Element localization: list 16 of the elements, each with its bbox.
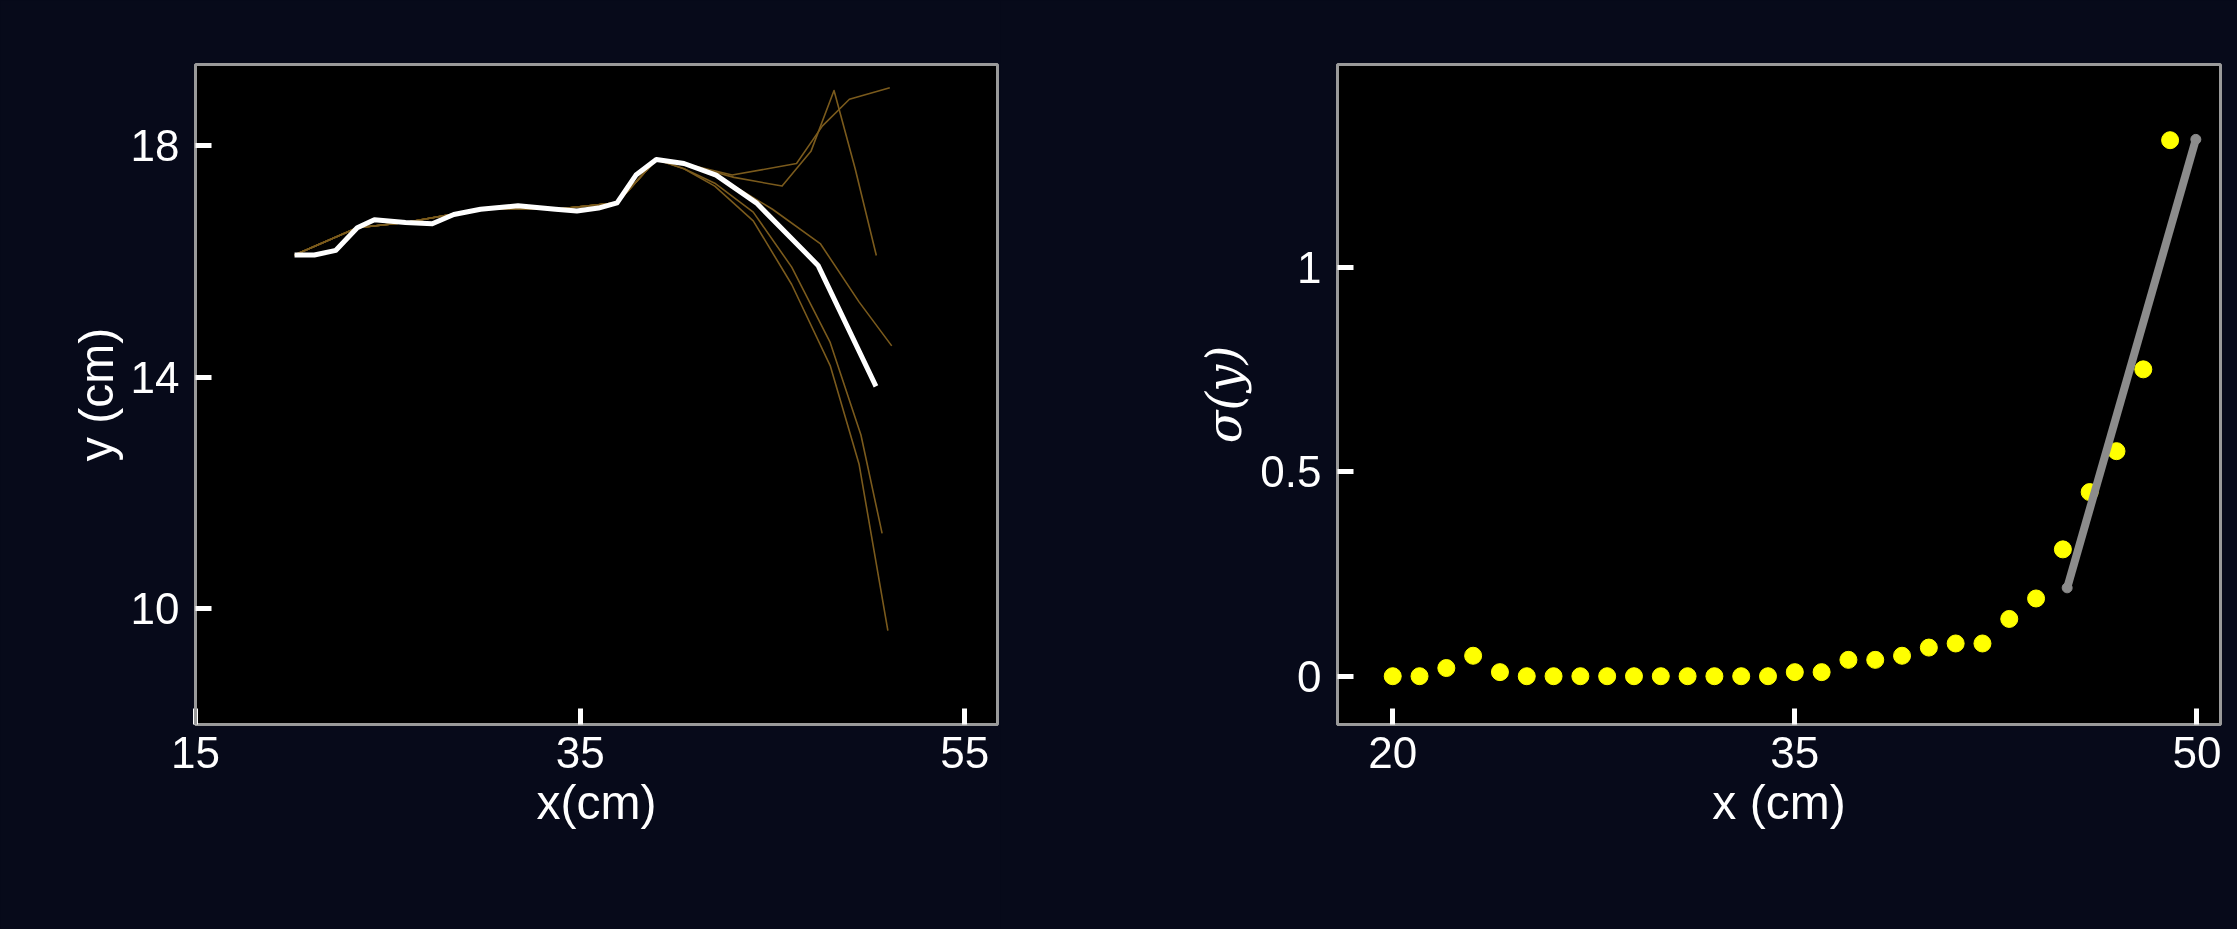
x-axis-title: x(cm) [536,775,657,829]
y-tick-label: 1 [1297,242,1322,292]
x-axis-title: x (cm) [1712,775,1846,829]
x-tick-label: 15 [171,727,220,777]
y-tick-label: 14 [130,352,180,402]
y-axis-title: y (cm) [69,327,123,462]
y-axis-title: σ(y) [1196,345,1253,444]
y-tick-label: 10 [130,584,180,634]
x-tick-label: 35 [555,727,605,777]
y-tick-label: 0 [1297,651,1322,701]
x-tick-label: 20 [1368,727,1418,777]
x-tick-label: 35 [1770,727,1820,777]
x-tick-label: 55 [940,727,990,777]
x-tick-label: 50 [2172,727,2222,777]
y-tick-label: 18 [130,121,180,171]
y-tick-label: 0.5 [1260,447,1322,497]
